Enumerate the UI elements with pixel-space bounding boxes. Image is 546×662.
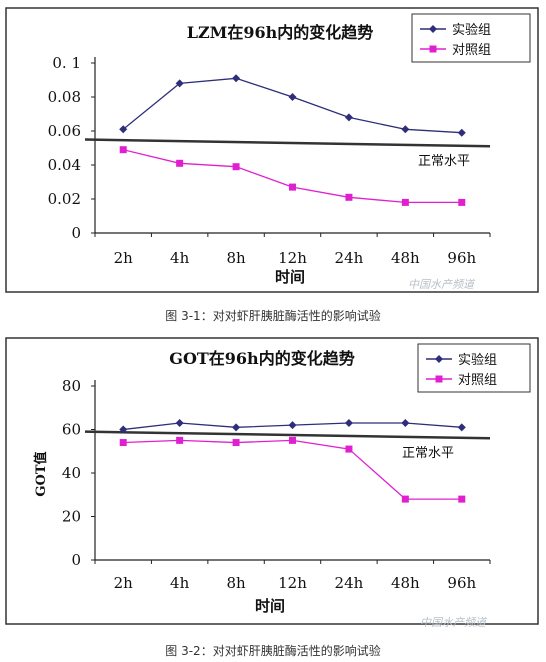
normal-level-line	[84, 138, 491, 148]
data-point-experiment	[232, 74, 241, 83]
x-tick-label: 12h	[278, 574, 307, 592]
x-tick-label: 24h	[335, 249, 364, 267]
x-tick-label: 8h	[226, 574, 246, 592]
data-point-experiment	[344, 418, 353, 427]
data-point-control	[345, 193, 353, 201]
legend-marker	[429, 25, 437, 33]
chart-title: GOT在96h内的变化趋势	[169, 349, 354, 368]
y-tick-label: 20	[62, 508, 81, 526]
data-point-experiment	[401, 125, 410, 134]
x-tick-label: 96h	[447, 574, 476, 592]
legend-box	[411, 13, 531, 63]
y-tick-label: 40	[62, 464, 81, 482]
data-point-experiment	[119, 425, 128, 434]
y-axis-title: GOT值	[33, 451, 49, 496]
data-point-control	[458, 198, 466, 206]
y-tick-label: 0. 1	[52, 54, 81, 72]
data-point-experiment	[232, 423, 241, 432]
data-point-experiment	[288, 93, 297, 101]
y-tick-label: 0	[71, 224, 81, 242]
chart-panel-got: GOT在96h内的变化趋势 0 20 40 60 80 2h 4h 8h 12h 24h 48h 96h…	[0, 330, 546, 662]
y-tick-label: 0	[71, 551, 81, 569]
data-point-control	[345, 445, 353, 453]
data-point-control	[119, 146, 127, 154]
data-point-control	[289, 436, 296, 444]
chart-title: LZM在96h内的变化趋势	[187, 23, 374, 42]
y-tick-label: 60	[62, 421, 81, 439]
figure-caption-1: 图 3-1：对对虾肝胰脏酶活性的影响试验	[165, 309, 381, 323]
y-tick-label: 0.06	[48, 122, 81, 140]
x-tick-label: 48h	[391, 249, 420, 267]
y-tick-label: 0.02	[48, 190, 81, 208]
watermark-text: 中国水产频道	[408, 278, 474, 291]
x-axis-title: 时间	[255, 597, 285, 615]
legend-label: 对照组	[452, 43, 491, 58]
data-point-control	[232, 439, 240, 447]
x-tick-label: 2h	[114, 249, 134, 267]
legend-marker	[435, 355, 443, 363]
data-point-control	[119, 439, 127, 447]
x-tick-label: 12h	[278, 249, 307, 267]
data-point-control	[401, 198, 409, 206]
normal-level-line	[84, 430, 491, 440]
x-tick-label: 2h	[114, 574, 134, 592]
normal-level-label: 正常水平	[418, 154, 470, 169]
data-point-experiment	[457, 128, 466, 137]
legend-label: 实验组	[452, 22, 491, 38]
data-point-experiment	[401, 418, 410, 427]
x-tick-label: 4h	[170, 574, 190, 592]
chart-panel-lzm: LZM在96h内的变化趋势 0 0.02 0.04 0.06 0.08 0. 1 2h 4h 8h…	[0, 0, 546, 330]
y-tick-label: 0.08	[48, 88, 81, 106]
legend-marker	[435, 375, 443, 383]
chart-got: GOT在96h内的变化趋势 0 20 40 60 80 2h 4h 8h 12h 24h 48h 96h…	[5, 337, 539, 625]
legend-label: 对照组	[458, 373, 497, 388]
x-tick-label: 4h	[170, 249, 190, 267]
data-point-control	[401, 495, 409, 503]
data-point-experiment	[175, 418, 184, 427]
figure-caption-2: 图 3-2：对对虾肝胰脏酶活性的影响试验	[165, 644, 381, 658]
data-point-experiment	[175, 79, 184, 88]
legend-box	[417, 343, 531, 393]
watermark-text: 中国水产频道	[420, 616, 486, 629]
y-tick-label: 80	[62, 377, 81, 395]
data-point-control	[232, 163, 240, 171]
data-point-control	[289, 183, 296, 191]
chart-lzm: LZM在96h内的变化趋势 0 0.02 0.04 0.06 0.08 0. 1 2h 4h 8h…	[5, 7, 539, 293]
data-point-control	[458, 495, 466, 503]
x-tick-label: 24h	[335, 574, 364, 592]
data-point-experiment	[119, 125, 128, 134]
legend-marker	[429, 45, 437, 53]
data-point-control	[176, 436, 184, 444]
data-point-control	[176, 159, 184, 167]
legend-label: 实验组	[458, 352, 497, 368]
data-point-experiment	[288, 421, 297, 430]
data-point-experiment	[457, 423, 466, 432]
x-axis-title: 时间	[275, 268, 305, 286]
normal-level-label: 正常水平	[402, 446, 454, 461]
data-point-experiment	[344, 113, 353, 122]
y-tick-label: 0.04	[48, 156, 81, 174]
x-tick-label: 8h	[226, 249, 246, 267]
x-tick-label: 96h	[447, 249, 476, 267]
x-tick-label: 48h	[391, 574, 420, 592]
